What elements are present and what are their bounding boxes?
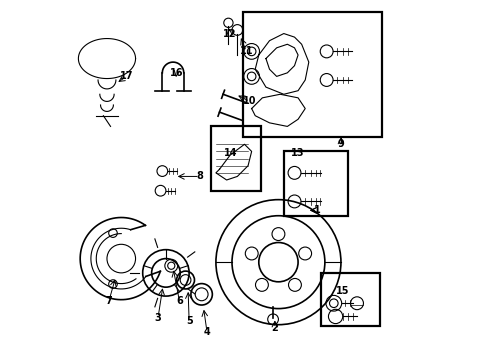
Text: 9: 9 <box>337 139 344 149</box>
Text: 14: 14 <box>223 148 237 158</box>
Text: 11: 11 <box>239 46 252 57</box>
Text: 12: 12 <box>223 28 236 39</box>
Text: 4: 4 <box>203 327 210 337</box>
Text: 3: 3 <box>154 312 161 323</box>
Text: 17: 17 <box>120 71 133 81</box>
Bar <box>283 152 347 216</box>
Text: 5: 5 <box>185 316 192 326</box>
Text: 2: 2 <box>271 323 278 333</box>
Bar <box>321 273 380 327</box>
Text: 6: 6 <box>176 296 183 306</box>
Bar <box>210 126 260 191</box>
Bar <box>242 12 381 137</box>
Text: 16: 16 <box>169 68 183 78</box>
Text: 1: 1 <box>313 205 320 215</box>
Text: 15: 15 <box>335 286 349 296</box>
Text: 7: 7 <box>105 296 112 306</box>
Text: 13: 13 <box>290 148 304 158</box>
Text: 8: 8 <box>196 171 203 181</box>
Text: 10: 10 <box>243 96 256 107</box>
